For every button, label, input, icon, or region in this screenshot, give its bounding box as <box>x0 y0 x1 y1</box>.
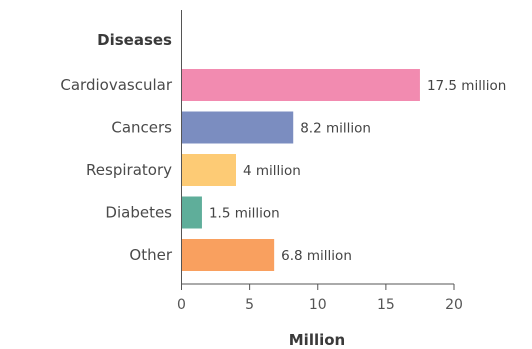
x-tick-label: 0 <box>177 297 186 313</box>
category-label-cardiovascular: Cardiovascular <box>60 76 172 94</box>
x-axis-group: 0 5 10 15 20 <box>177 283 463 313</box>
bar-diabetes <box>182 196 202 229</box>
category-labels-group: Cardiovascular Cancers Respiratory Diabetes… <box>60 76 172 264</box>
value-label-cancers: 8.2 million <box>300 121 371 137</box>
category-label-diabetes: Diabetes <box>105 204 172 222</box>
x-tick-label: 15 <box>377 297 395 313</box>
bar-cancers <box>182 111 294 144</box>
x-tick-label: 10 <box>309 297 327 313</box>
x-tick-label: 20 <box>445 297 463 313</box>
category-label-cancers: Cancers <box>111 119 172 137</box>
value-label-respiratory: 4 million <box>243 163 301 179</box>
value-label-diabetes: 1.5 million <box>209 206 280 222</box>
bar-respiratory <box>182 154 236 186</box>
category-label-other: Other <box>129 246 172 264</box>
category-axis-header: Diseases <box>97 31 172 49</box>
bars-group <box>182 69 420 271</box>
value-labels-group: 17.5 million 8.2 million 4 million 1.5 mill… <box>209 78 506 264</box>
value-label-other: 6.8 million <box>281 248 352 264</box>
value-label-cardiovascular: 17.5 million <box>427 78 506 94</box>
x-axis-title: Million <box>289 331 345 349</box>
category-label-respiratory: Respiratory <box>86 161 172 179</box>
bar-cardiovascular <box>182 69 420 101</box>
bar-other <box>182 239 275 271</box>
x-tick-label: 5 <box>245 297 254 313</box>
